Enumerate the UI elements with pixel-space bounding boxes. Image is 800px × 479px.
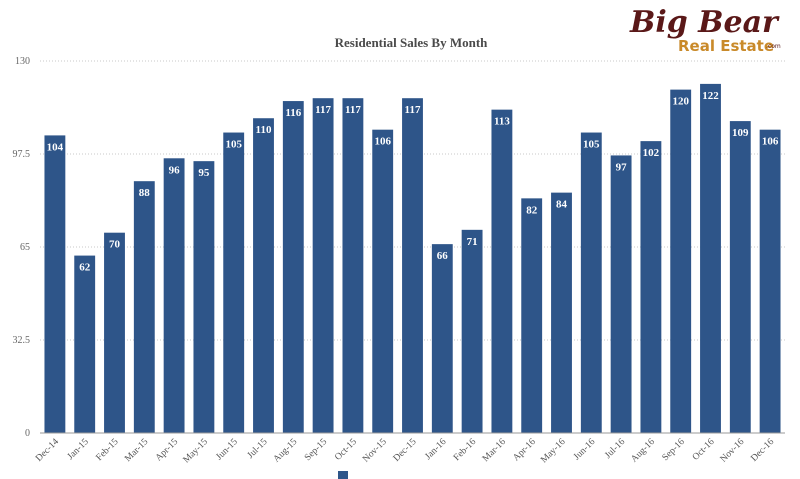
x-tick-label: Nov-15 [361,437,389,465]
bar [163,158,185,434]
bar [610,155,632,433]
bar [253,118,274,433]
x-tick-label: Aug-16 [629,437,657,465]
bar-value-label: 106 [762,136,779,148]
bar-value-label: 62 [79,262,91,274]
x-tick-label: Jun-15 [214,437,240,463]
bar-value-label: 104 [47,141,64,153]
logo-dotcom-text: .com [766,43,781,50]
bar [402,98,423,433]
bar-value-label: 122 [702,90,719,102]
y-tick-label: 130 [15,56,30,67]
bar-value-label: 97 [616,161,628,173]
bar [133,181,155,433]
x-tick-label: Dec-16 [749,437,776,464]
logo-real-estate-text: Real Estate [678,37,774,55]
y-axis-ticks: 0 32.5 65 97.5 130 [13,56,31,439]
bar [491,109,513,434]
bar-value-label: 102 [643,147,660,159]
bar-value-label: 117 [315,104,331,116]
legend [338,471,348,479]
x-tick-label: Jul-16 [603,437,627,461]
x-tick-label: Jun-16 [572,437,598,463]
legend-swatch [338,471,348,479]
bar [372,129,394,433]
x-tick-label: May-15 [182,437,211,466]
x-tick-label: Feb-15 [95,437,121,463]
bar [580,132,602,434]
logo-big-bear-text: Big Bear [629,5,780,40]
y-tick-label: 0 [25,428,30,439]
bar-value-label: 116 [285,107,301,119]
bar [640,141,662,433]
x-tick-label: May-16 [539,437,568,466]
bar-value-label: 105 [583,139,600,151]
bar-value-label: 117 [405,104,421,116]
chart-title: Residential Sales By Month [335,35,489,50]
y-tick-label: 65 [20,242,30,253]
x-tick-label: Mar-16 [481,437,508,464]
bars [44,83,781,434]
bar-value-labels: 104 62 70 88 96 95 105 110 116 117 117 106 117 66 71 11… [47,90,779,274]
bar [461,229,483,433]
bar-value-label: 88 [139,187,151,199]
x-tick-label: Nov-16 [719,437,747,465]
bar [729,121,751,433]
bar-value-label: 120 [672,96,689,108]
x-tick-label: Apr-16 [511,437,538,464]
bar [759,129,781,433]
x-tick-label: Apr-15 [154,437,181,464]
bar-value-label: 71 [467,236,478,248]
bar [431,244,453,433]
bar-value-label: 117 [345,104,361,116]
x-tick-label: Sep-15 [303,437,329,463]
bar-value-label: 96 [169,164,181,176]
x-tick-label: Mar-15 [123,437,150,464]
x-tick-label: Jan-15 [66,437,91,462]
y-tick-label: 97.5 [13,149,31,160]
x-tick-label: Dec-14 [34,437,61,464]
bar-value-label: 84 [556,199,568,211]
bar [670,89,692,433]
bar-value-label: 66 [437,250,449,262]
bar [700,83,721,434]
bar [193,161,215,433]
x-axis-ticks: Dec-14 Jan-15 Feb-15 Mar-15 Apr-15 May-15 Jun-… [34,437,776,466]
bar-value-label: 110 [256,124,272,136]
big-bear-logo: Big Bear Real Estate .com [629,5,781,55]
x-tick-label: Oct-15 [333,437,359,463]
bar [44,135,66,433]
bar-value-label: 113 [494,116,510,128]
bar-value-label: 70 [109,239,121,251]
bar [282,101,304,434]
x-tick-label: Aug-15 [272,437,300,465]
bar [223,132,245,434]
x-tick-label: Jul-15 [246,437,270,461]
bar-value-label: 109 [732,127,749,139]
bar [312,98,334,433]
bar [104,232,125,433]
bar-value-label: 105 [225,139,242,151]
bar [342,98,364,433]
x-tick-label: Jan-16 [423,437,448,462]
x-tick-label: Feb-16 [452,437,478,463]
bar-value-label: 82 [526,204,538,216]
bar-value-label: 95 [198,167,210,179]
bar [521,198,543,433]
bar [74,255,96,433]
x-tick-label: Sep-16 [661,437,687,463]
x-tick-label: Oct-16 [691,437,717,463]
x-tick-label: Dec-15 [392,437,419,464]
bar-value-label: 106 [374,136,391,148]
y-tick-label: 32.5 [13,335,31,346]
bar [551,192,572,433]
